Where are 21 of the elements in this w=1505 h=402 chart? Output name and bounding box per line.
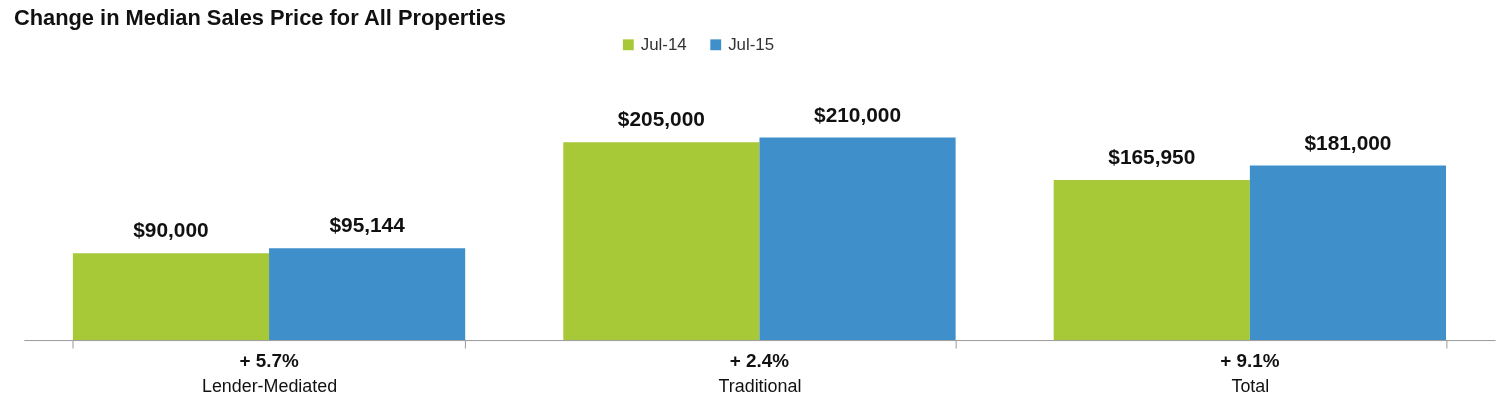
x-tick-label: Traditional: [718, 376, 802, 397]
bar: [759, 137, 956, 341]
chart-title: Change in Median Sales Price for All Properties: [13, 5, 506, 31]
legend-label: Jul-14: [640, 34, 687, 54]
data-label: $210,000: [814, 102, 902, 126]
text: + 2.4%: [729, 349, 790, 371]
x-tick-label: Lender-Mediated: [201, 376, 338, 397]
data-label: $165,950: [1108, 145, 1196, 169]
x-tick-label: Total: [1231, 376, 1270, 397]
bar: [563, 142, 760, 341]
legend-label: Jul-15: [728, 34, 775, 54]
data-label: $181,000: [1304, 130, 1392, 154]
data-label: $90,000: [133, 218, 209, 242]
bar: [72, 253, 270, 341]
text: + 5.7%: [239, 349, 299, 371]
bar: [1249, 165, 1447, 341]
bar: [269, 248, 466, 341]
text: + 9.1%: [1220, 349, 1280, 371]
data-label: $95,144: [329, 213, 406, 237]
data-label: $205,000: [617, 107, 705, 131]
bar: [1053, 179, 1250, 341]
